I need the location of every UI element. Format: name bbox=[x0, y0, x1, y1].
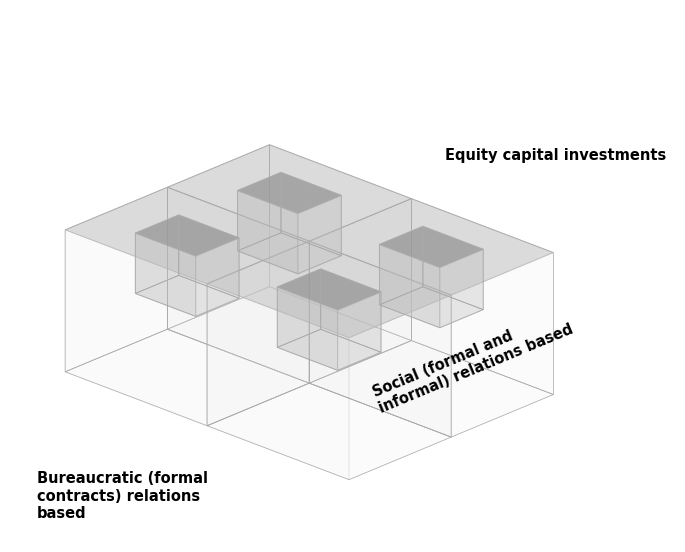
Polygon shape bbox=[309, 199, 553, 295]
Polygon shape bbox=[309, 199, 412, 383]
Text: Social (formal and
informal) relations based: Social (formal and informal) relations b… bbox=[371, 305, 576, 416]
Text: Equity capital investments: Equity capital investments bbox=[445, 148, 666, 163]
Polygon shape bbox=[207, 241, 451, 338]
Polygon shape bbox=[349, 295, 451, 480]
Polygon shape bbox=[277, 269, 381, 310]
Polygon shape bbox=[136, 215, 239, 256]
Polygon shape bbox=[207, 241, 309, 426]
Polygon shape bbox=[309, 241, 451, 437]
Polygon shape bbox=[196, 238, 239, 316]
Polygon shape bbox=[238, 172, 341, 214]
Polygon shape bbox=[167, 145, 412, 241]
Polygon shape bbox=[440, 250, 483, 328]
Polygon shape bbox=[379, 245, 440, 328]
Polygon shape bbox=[65, 187, 309, 284]
Polygon shape bbox=[136, 233, 196, 316]
Polygon shape bbox=[277, 287, 338, 370]
Polygon shape bbox=[238, 190, 298, 274]
Polygon shape bbox=[298, 195, 341, 274]
Polygon shape bbox=[65, 230, 207, 426]
Polygon shape bbox=[338, 292, 381, 370]
Polygon shape bbox=[207, 284, 349, 480]
Polygon shape bbox=[167, 187, 309, 383]
Text: Bureaucratic (formal
contracts) relations
based: Bureaucratic (formal contracts) relation… bbox=[37, 471, 208, 521]
Polygon shape bbox=[379, 226, 483, 267]
Polygon shape bbox=[451, 253, 553, 437]
